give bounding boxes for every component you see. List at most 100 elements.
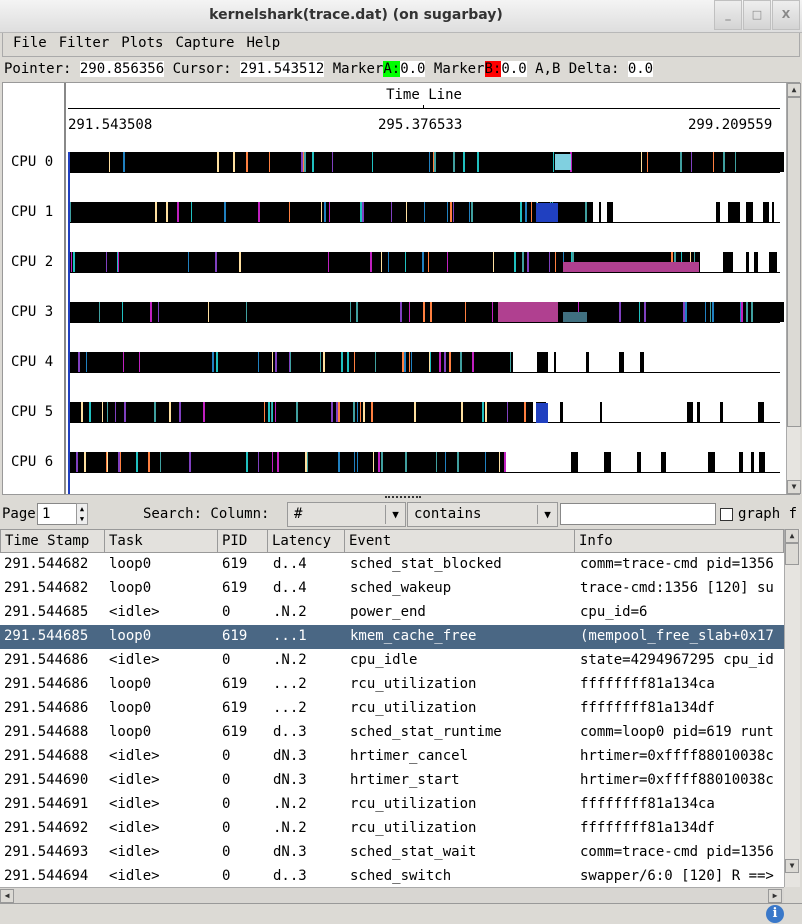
task-event-mark	[370, 252, 372, 272]
scroll-thumb[interactable]	[785, 543, 799, 565]
cell-info: swapper/6:0 [120] R ==>	[580, 868, 774, 884]
search-input[interactable]	[560, 503, 716, 525]
table-row[interactable]: 291.544685 <idle> 0 .N.2 power_end cpu_id=6	[0, 601, 784, 625]
task-event-mark	[188, 252, 189, 272]
task-event-mark	[472, 352, 474, 372]
page-input[interactable]: 1	[37, 503, 77, 525]
scroll-up-icon[interactable]: ▲	[787, 83, 801, 97]
menu-capture[interactable]: Capture	[175, 35, 235, 51]
cpu-plot-area[interactable]: Time Line 291.543508 295.376533 299.2095…	[68, 83, 784, 494]
column-header-task[interactable]: Task	[105, 529, 218, 553]
table-row[interactable]: 291.544688 loop0 619 d..3 sched_stat_runtime…	[0, 721, 784, 745]
task-event-mark	[378, 452, 380, 472]
table-row[interactable]: 291.544688 <idle> 0 dN.3 hrtimer_cancel hrtim…	[0, 745, 784, 769]
task-event-mark	[640, 352, 644, 372]
page-spinner[interactable]: ▲ ▼	[76, 503, 88, 525]
task-event-mark	[246, 452, 248, 472]
info-icon[interactable]: i	[766, 905, 784, 923]
task-event-mark	[485, 402, 487, 422]
cpu-busy-block	[68, 252, 698, 272]
minimize-button[interactable]: _	[714, 0, 742, 30]
column-select[interactable]: # ▼	[287, 502, 406, 527]
table-row[interactable]: 291.544690 <idle> 0 dN.3 hrtimer_start hrtime…	[0, 769, 784, 793]
table-row[interactable]: 291.544691 <idle> 0 .N.2 rcu_utilization ffff…	[0, 793, 784, 817]
table-row[interactable]: 291.544694 <idle> 0 d..3 sched_switch swapper…	[0, 865, 784, 887]
task-event-mark	[272, 452, 273, 472]
task-event-mark	[277, 452, 279, 472]
task-event-mark	[268, 402, 270, 422]
cell-event: kmem_cache_free	[350, 628, 477, 644]
cursor-label: Cursor:	[164, 61, 241, 77]
column-header-event[interactable]: Event	[345, 529, 575, 553]
cpu-plots	[68, 152, 784, 494]
task-event-mark	[357, 452, 358, 472]
table-row[interactable]: 291.544682 loop0 619 d..4 sched_wakeup trace-…	[0, 577, 784, 601]
cell-event: sched_wakeup	[350, 580, 452, 596]
cell-timestamp: 291.544686	[4, 676, 89, 692]
task-event-mark	[275, 352, 277, 372]
task-event-mark	[347, 352, 349, 372]
scroll-down-icon[interactable]: ▼	[785, 859, 799, 873]
table-row[interactable]: 291.544685 loop0 619 ...1 kmem_cache_free (me…	[0, 625, 784, 649]
task-event-mark	[372, 152, 373, 172]
status-bar: i	[0, 903, 802, 924]
task-event-mark	[754, 252, 758, 272]
task-event-mark	[258, 452, 259, 472]
menu-file[interactable]: File	[13, 35, 47, 51]
task-event-mark	[520, 202, 522, 222]
task-event-mark	[78, 352, 80, 372]
task-block	[563, 262, 699, 272]
close-button[interactable]: X	[772, 0, 800, 30]
cpu-graph-panel: CPU 0 CPU 1 CPU 2 CPU 3 CPU 4 CPU 5 CPU …	[2, 82, 801, 495]
task-event-mark	[122, 302, 123, 322]
menu-help[interactable]: Help	[246, 35, 281, 51]
scroll-left-icon[interactable]: ◀	[0, 889, 14, 903]
scroll-up-icon[interactable]: ▲	[785, 529, 799, 543]
pane-handle[interactable]	[385, 496, 421, 500]
table-horizontal-scrollbar[interactable]: ◀ ▶	[0, 887, 784, 903]
table-row[interactable]: 291.544693 <idle> 0 dN.3 sched_stat_wait comm…	[0, 841, 784, 865]
cell-timestamp: 291.544692	[4, 820, 89, 836]
column-header-info[interactable]: Info	[575, 529, 784, 553]
task-event-mark	[449, 352, 451, 372]
task-event-mark	[118, 252, 119, 272]
cell-info: ffffffff81a134ca	[580, 796, 715, 812]
task-event-mark	[619, 302, 621, 322]
task-event-mark	[272, 402, 273, 422]
task-event-mark	[522, 252, 524, 272]
table-scrollbar[interactable]: ▲ ▼	[784, 529, 800, 887]
column-header-latency[interactable]: Latency	[268, 529, 345, 553]
maximize-button[interactable]: □	[743, 0, 771, 30]
task-event-mark	[123, 152, 125, 172]
column-header-pid[interactable]: PID	[218, 529, 268, 553]
cell-timestamp: 291.544688	[4, 748, 89, 764]
task-event-mark	[107, 452, 108, 472]
delta-label: A,B Delta:	[526, 61, 628, 77]
task-event-mark	[723, 252, 730, 272]
cpu-baseline	[68, 472, 780, 473]
table-row[interactable]: 291.544686 loop0 619 ...2 rcu_utilization fff…	[0, 673, 784, 697]
cell-event: hrtimer_start	[350, 772, 460, 788]
cpu-baseline	[68, 222, 780, 223]
menu-filter[interactable]: Filter	[58, 35, 110, 51]
column-header-timestamp[interactable]: Time Stamp	[0, 529, 105, 553]
cell-latency: ...1	[273, 628, 307, 644]
table-row[interactable]: 291.544686 <idle> 0 .N.2 cpu_idle state=42949…	[0, 649, 784, 673]
graph-scrollbar[interactable]: ▲ ▼	[786, 83, 801, 494]
event-table: Time Stamp Task PID Latency Event Info 2…	[0, 529, 784, 887]
cell-event: sched_stat_wait	[350, 844, 477, 860]
scroll-down-icon[interactable]: ▼	[787, 480, 801, 494]
scroll-right-icon[interactable]: ▶	[768, 889, 782, 903]
menu-plots[interactable]: Plots	[121, 35, 164, 51]
scroll-thumb[interactable]	[787, 97, 801, 427]
graph-follow-checkbox[interactable]	[720, 508, 733, 521]
table-row[interactable]: 291.544682 loop0 619 d..4 sched_stat_blocked…	[0, 553, 784, 577]
table-row[interactable]: 291.544686 loop0 619 ...2 rcu_utilization fff…	[0, 697, 784, 721]
cell-event: cpu_idle	[350, 652, 418, 668]
table-row[interactable]: 291.544692 <idle> 0 .N.2 rcu_utilization ffff…	[0, 817, 784, 841]
operator-select[interactable]: contains ▼	[407, 502, 558, 527]
task-event-mark	[641, 152, 642, 172]
task-event-mark	[531, 202, 532, 222]
cell-event: sched_switch	[350, 868, 452, 884]
task-event-mark	[492, 302, 493, 322]
